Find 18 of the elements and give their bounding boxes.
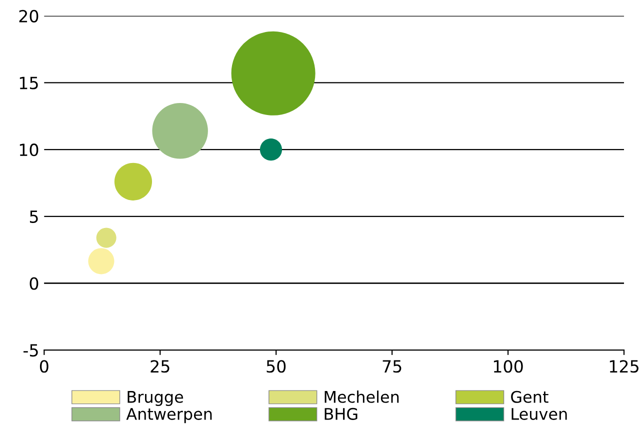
- y-tick-label: 20: [19, 10, 38, 22]
- x-tick-label: 100: [494, 360, 523, 373]
- x-tick-label: 50: [266, 360, 286, 373]
- y-tick-label: 5: [30, 210, 38, 223]
- legend-label: Mechelen: [324, 390, 399, 403]
- y-tick-label: -5: [23, 344, 38, 357]
- legend-label: BHG: [324, 408, 358, 420]
- legend-label: Leuven: [512, 408, 567, 420]
- y-tick-label: 15: [20, 76, 38, 90]
- x-tick-label: 25: [150, 360, 170, 373]
- y-tick-label: 0: [30, 277, 38, 290]
- x-tick-label: 125: [610, 360, 638, 373]
- legend-label: Brugge: [128, 391, 184, 406]
- x-tick-label: 75: [382, 360, 402, 373]
- legend-label: Antwerpen: [126, 408, 212, 424]
- y-tick-label: 10: [20, 144, 38, 156]
- legend-label: Gent: [511, 390, 548, 403]
- x-tick-label: 0: [40, 360, 48, 373]
